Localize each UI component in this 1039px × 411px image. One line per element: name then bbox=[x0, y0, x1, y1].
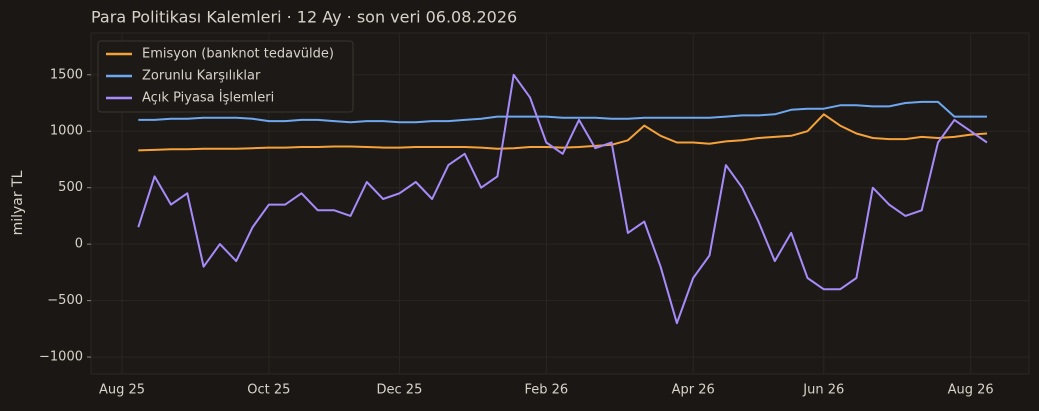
x-tick-label: Aug 25 bbox=[99, 383, 145, 398]
y-tick-label: 1000 bbox=[50, 124, 83, 139]
y-tick-label: −500 bbox=[47, 293, 83, 308]
y-tick-label: 500 bbox=[58, 180, 83, 195]
y-tick-label: −1000 bbox=[39, 350, 83, 365]
y-tick-label: 1500 bbox=[50, 67, 83, 82]
x-tick-label: Jun 26 bbox=[802, 383, 844, 398]
y-axis-label: milyar TL bbox=[10, 170, 26, 235]
x-tick-label: Feb 26 bbox=[524, 383, 568, 398]
legend-label: Emisyon (banknot tedavülde) bbox=[142, 47, 334, 62]
x-tick-label: Oct 25 bbox=[247, 383, 290, 398]
x-tick-label: Dec 25 bbox=[377, 383, 423, 398]
legend-box bbox=[97, 40, 354, 113]
legend-label: Açık Piyasa İşlemleri bbox=[142, 90, 274, 106]
legend-label: Zorunlu Karşılıklar bbox=[142, 69, 261, 84]
x-tick-label: Aug 26 bbox=[948, 383, 994, 398]
y-tick-label: 0 bbox=[75, 237, 83, 252]
chart-title: Para Politikası Kalemleri · 12 Ay · son … bbox=[91, 8, 517, 27]
series-line bbox=[138, 113, 988, 152]
series-line bbox=[137, 73, 988, 325]
series-line bbox=[138, 100, 987, 124]
x-tick-label: Apr 26 bbox=[672, 383, 715, 398]
